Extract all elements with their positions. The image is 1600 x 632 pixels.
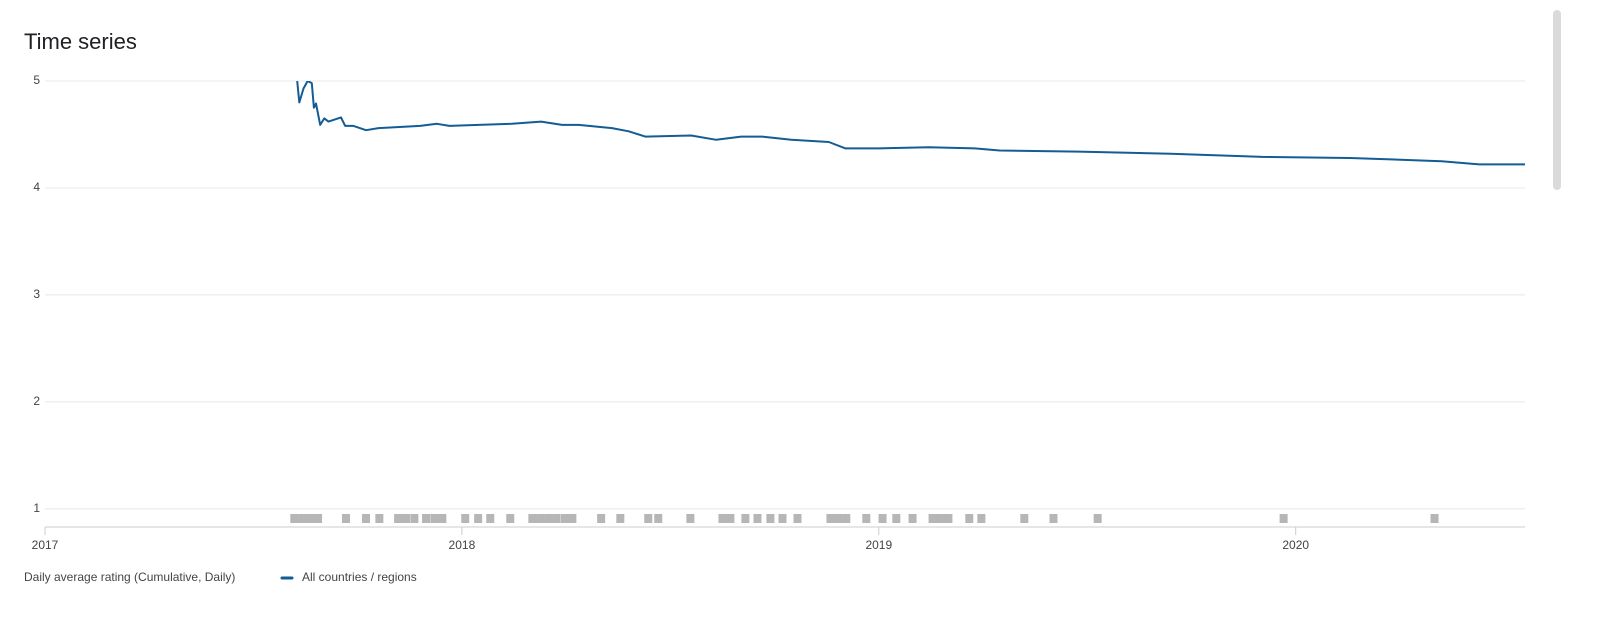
event-marker	[842, 514, 851, 523]
x-tick-label: 2018	[449, 538, 476, 552]
event-marker	[438, 514, 447, 523]
event-marker	[362, 514, 371, 523]
event-marker	[402, 514, 411, 523]
event-marker	[766, 514, 775, 523]
plot-area	[290, 81, 1525, 523]
event-marker	[560, 514, 569, 523]
y-tick-label: 5	[33, 73, 40, 87]
legend-title: Daily average rating (Cumulative, Daily)	[24, 570, 235, 584]
event-marker	[726, 514, 735, 523]
event-marker	[862, 514, 871, 523]
event-marker	[298, 514, 307, 523]
event-marker	[936, 514, 945, 523]
event-marker	[616, 514, 625, 523]
event-marker	[314, 514, 323, 523]
event-marker	[654, 514, 663, 523]
y-tick-label: 4	[33, 180, 40, 194]
event-marker	[375, 514, 384, 523]
axes: 1 2 3 4 5 2017 2018 2019 2020	[32, 73, 1525, 552]
event-marker	[1049, 514, 1058, 523]
legend-label: All countries / regions	[302, 570, 417, 584]
y-tick-label: 3	[33, 287, 40, 301]
event-marker	[878, 514, 887, 523]
x-tick-label: 2019	[865, 538, 892, 552]
event-marker	[928, 514, 937, 523]
event-marker	[644, 514, 653, 523]
chart-title: Time series	[24, 29, 137, 54]
event-marker	[753, 514, 762, 523]
event-marker	[834, 514, 843, 523]
event-marker	[422, 514, 431, 523]
event-marker	[544, 514, 553, 523]
event-marker	[908, 514, 917, 523]
event-marker	[342, 514, 351, 523]
event-marker	[741, 514, 750, 523]
event-marker	[486, 514, 495, 523]
scrollbar-thumb[interactable]	[1553, 10, 1561, 190]
event-marker	[430, 514, 439, 523]
event-marker	[528, 514, 537, 523]
event-marker	[410, 514, 419, 523]
event-marker	[306, 514, 315, 523]
event-marker	[778, 514, 787, 523]
event-marker	[552, 514, 561, 523]
event-marker	[718, 514, 727, 523]
event-marker	[892, 514, 901, 523]
event-marker	[826, 514, 835, 523]
y-tick-label: 1	[33, 501, 40, 515]
event-marker	[597, 514, 606, 523]
event-marker	[1430, 514, 1439, 523]
x-tick-label: 2017	[32, 538, 59, 552]
event-marker	[793, 514, 802, 523]
event-marker	[977, 514, 986, 523]
event-marker	[536, 514, 545, 523]
series-line	[296, 81, 1525, 166]
event-marker	[474, 514, 483, 523]
event-marker	[965, 514, 974, 523]
event-marker	[461, 514, 470, 523]
event-marker	[290, 514, 299, 523]
x-tick-label: 2020	[1282, 538, 1309, 552]
y-tick-label: 2	[33, 394, 40, 408]
event-marker	[568, 514, 577, 523]
event-marker	[1279, 514, 1288, 523]
event-marker	[944, 514, 953, 523]
event-marker	[1093, 514, 1102, 523]
grid	[45, 80, 1525, 510]
event-marker	[506, 514, 515, 523]
event-marker	[394, 514, 403, 523]
event-marker	[686, 514, 695, 523]
event-marker	[1020, 514, 1029, 523]
